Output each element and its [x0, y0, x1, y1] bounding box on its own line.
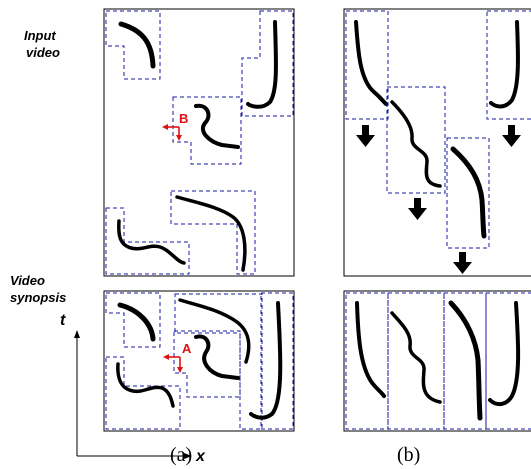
object-trail — [355, 301, 386, 398]
object-trail — [448, 300, 483, 421]
panel-b-synopsis — [343, 290, 531, 432]
object-box — [170, 190, 256, 275]
object-trail — [390, 311, 442, 404]
down-arrow-icon — [356, 125, 375, 147]
object-trail — [249, 301, 283, 420]
marker-b — [162, 124, 182, 141]
object-trail — [118, 21, 156, 69]
object-box — [105, 207, 190, 275]
marker-label-a: A — [182, 341, 192, 356]
label-input-2: video — [26, 45, 60, 60]
down-arrow-icon — [408, 198, 427, 220]
space-axis — [77, 453, 192, 459]
object-trail — [117, 219, 186, 265]
panel-a-input: B — [103, 8, 295, 277]
object-trail — [116, 362, 175, 408]
object-trail — [246, 20, 278, 109]
axis-label-x: x — [195, 448, 206, 465]
object-box — [345, 10, 389, 120]
down-arrow-icon — [502, 125, 521, 147]
object-trail — [117, 302, 156, 342]
object-trail — [390, 100, 442, 188]
object-box — [105, 292, 161, 348]
caption-a: (a) — [170, 444, 192, 466]
object-trail — [194, 103, 240, 149]
object-trail — [489, 20, 520, 109]
object-box — [443, 292, 487, 430]
object-box — [485, 292, 531, 430]
panel-b-input — [343, 8, 531, 277]
label-synopsis-2: synopsis — [10, 290, 66, 305]
caption-b: (b) — [397, 444, 420, 466]
panel-a-synopsis: A — [103, 290, 295, 432]
object-box — [446, 137, 490, 249]
object-box — [173, 330, 241, 398]
object-box — [260, 292, 294, 430]
object-box — [172, 96, 242, 165]
axis-label-t: t — [60, 312, 66, 329]
object-trail — [450, 146, 487, 239]
object-box — [387, 292, 445, 430]
marker-label-b: B — [179, 111, 188, 126]
object-trail — [488, 301, 521, 407]
object-box — [241, 10, 294, 117]
label-input-1: Input — [24, 28, 56, 43]
object-box — [345, 292, 389, 430]
object-trail — [194, 334, 240, 380]
object-box — [105, 10, 161, 80]
time-axis — [74, 330, 80, 456]
object-trail — [175, 195, 247, 272]
object-box — [486, 10, 531, 120]
object-box — [386, 86, 446, 194]
object-trail — [178, 298, 251, 364]
down-arrow-icon — [453, 252, 472, 274]
label-synopsis-1: Video — [10, 273, 45, 288]
object-box — [105, 356, 181, 430]
object-box — [174, 293, 263, 430]
marker-a — [163, 354, 183, 373]
object-trail — [354, 20, 388, 106]
